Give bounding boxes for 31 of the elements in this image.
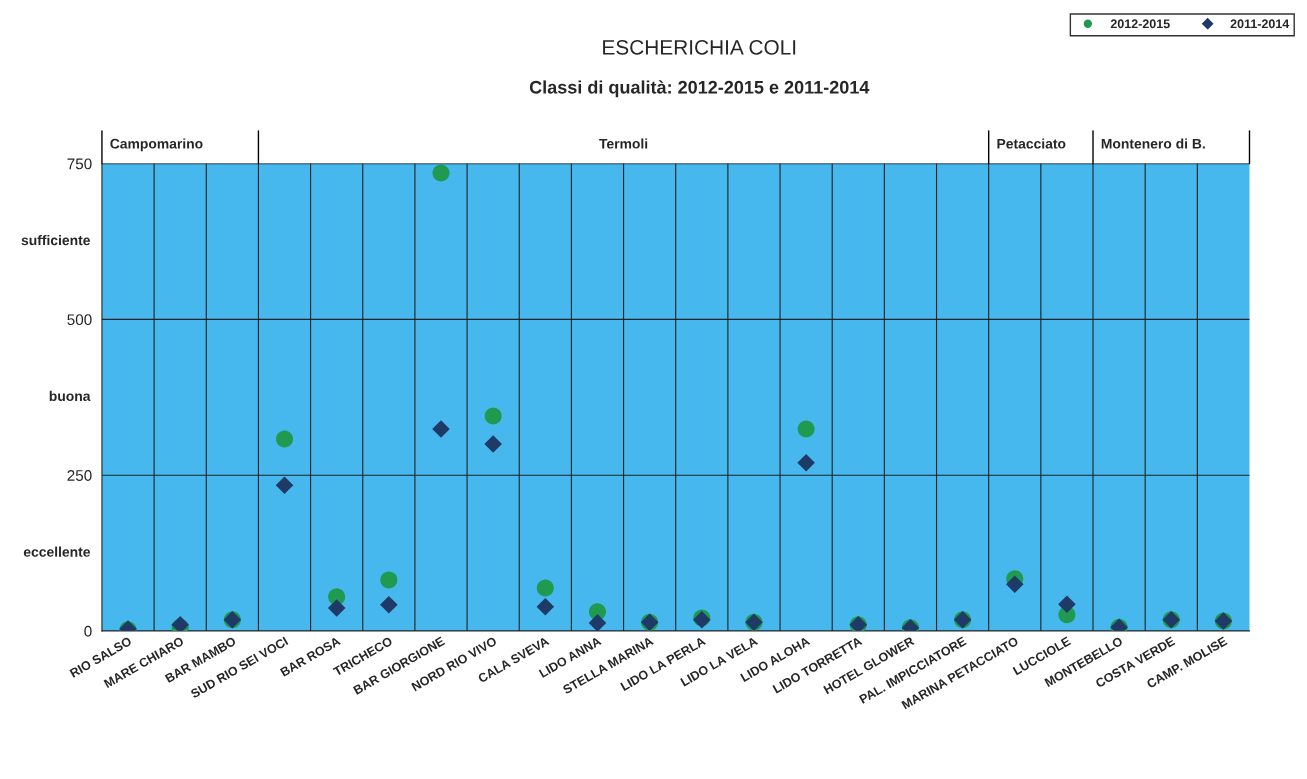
y-tick-label: 250 [67,470,92,481]
y-tick-label: 750 [67,158,92,170]
legend-label: 2011-2014 [1230,19,1290,29]
point [536,597,555,616]
point [797,420,815,438]
text: sufficiente [21,235,90,246]
point [275,476,294,494]
text: Montenero di B. [1101,138,1205,149]
point [327,599,346,617]
text: buona [49,390,91,402]
point [432,420,450,438]
point [484,435,502,453]
point [380,596,398,614]
point [432,164,450,182]
legend-label: 2012-2015 [1110,19,1170,29]
point [588,614,607,631]
text: eccellente [23,546,90,557]
y-tick-label: 500 [67,314,92,326]
chart-subtitle: Classi di qualità: 2012-2015 e 2011-2014 [529,80,870,98]
point [1058,595,1076,613]
chart-title: ESCHERICHIA COLI [603,39,796,55]
text: Petacciato [997,138,1066,149]
point [797,453,815,472]
point [1005,575,1024,594]
text: Campomarino [110,138,203,152]
point [536,579,554,597]
text: Termoli [599,138,648,149]
y-tick-label: 0 [84,625,92,637]
point [380,571,398,589]
point [484,407,502,425]
point [276,430,294,448]
